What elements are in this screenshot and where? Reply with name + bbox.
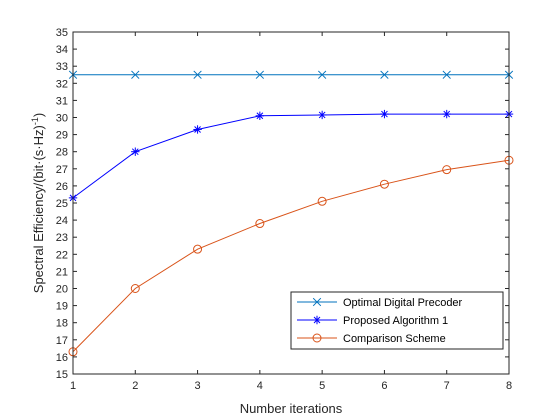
x-tick-label: 2 [132, 380, 138, 392]
y-tick-label: 31 [56, 95, 68, 107]
y-tick-label: 35 [56, 27, 68, 39]
x-marker [131, 70, 140, 79]
x-marker [193, 70, 202, 79]
asterisk-marker [255, 111, 265, 120]
series-0 [68, 70, 514, 79]
legend-label: Comparison Scheme [343, 333, 446, 345]
y-tick-label: 20 [56, 284, 68, 296]
circle-marker [193, 244, 203, 254]
circle-marker [312, 333, 322, 343]
circle-marker [379, 179, 389, 189]
y-tick-label: 15 [56, 369, 68, 381]
y-axis-ticks: 15 16 17 18 19 20 21 22 23 24 25 26 27 28 29 30 31 32 33 34… [56, 27, 509, 381]
asterisk-marker [193, 125, 202, 134]
x-marker [312, 297, 322, 307]
y-tick-label: 34 [56, 44, 68, 56]
legend-entry: Optimal Digital Precoder [297, 297, 463, 309]
x-axis-ticks: 1 2 3 4 5 6 7 8 [70, 32, 512, 392]
y-tick-label: 26 [56, 181, 68, 193]
y-tick-label: 18 [56, 318, 68, 330]
asterisk-marker [131, 147, 140, 156]
y-tick-label: 19 [56, 301, 68, 313]
legend: Optimal Digital Precoder Proposed Algorit… [290, 291, 504, 350]
y-tick-label: 29 [56, 130, 68, 142]
y-tick-label: 33 [56, 61, 68, 73]
legend-label: Optimal Digital Precoder [343, 297, 463, 309]
y-tick-label: 28 [56, 147, 68, 159]
y-tick-label: 23 [56, 232, 68, 244]
x-tick-label: 7 [444, 380, 450, 392]
y-tick-label: 22 [56, 249, 68, 261]
y-tick-label: 24 [56, 215, 68, 227]
x-marker [317, 70, 327, 79]
series-line [72, 159, 510, 353]
series-line [72, 113, 509, 199]
legend-entry: Proposed Algorithm 1 [297, 315, 448, 327]
y-tick-label: 27 [56, 164, 68, 176]
y-tick-label: 17 [56, 335, 68, 347]
x-axis-title: Number iterations [240, 401, 343, 416]
y-tick-label: 21 [56, 266, 68, 278]
y-axis-title: Spectral Efficiency/(bit·(s·Hz)-1) [30, 113, 46, 293]
circle-marker [130, 284, 140, 293]
x-tick-label: 4 [257, 380, 263, 392]
x-tick-label: 1 [70, 380, 76, 392]
asterisk-marker [312, 315, 322, 325]
x-tick-label: 8 [506, 380, 512, 392]
legend-label: Proposed Algorithm 1 [343, 315, 448, 327]
x-tick-label: 6 [381, 380, 387, 392]
y-tick-label: 16 [56, 352, 68, 364]
circle-marker [442, 165, 452, 175]
asterisk-marker [442, 109, 451, 119]
legend-entry: Comparison Scheme [297, 333, 446, 345]
plot-frame [72, 31, 510, 375]
circle-marker [255, 219, 265, 229]
x-marker [255, 70, 265, 79]
y-tick-label: 32 [56, 78, 68, 90]
x-marker [380, 70, 389, 79]
y-tick-label: 30 [56, 113, 68, 125]
x-tick-label: 3 [195, 380, 201, 392]
asterisk-marker [317, 110, 327, 120]
asterisk-marker [380, 109, 389, 119]
y-tick-label: 25 [56, 198, 68, 210]
x-tick-label: 5 [319, 380, 325, 392]
circle-marker [317, 196, 327, 206]
x-marker [442, 70, 451, 79]
